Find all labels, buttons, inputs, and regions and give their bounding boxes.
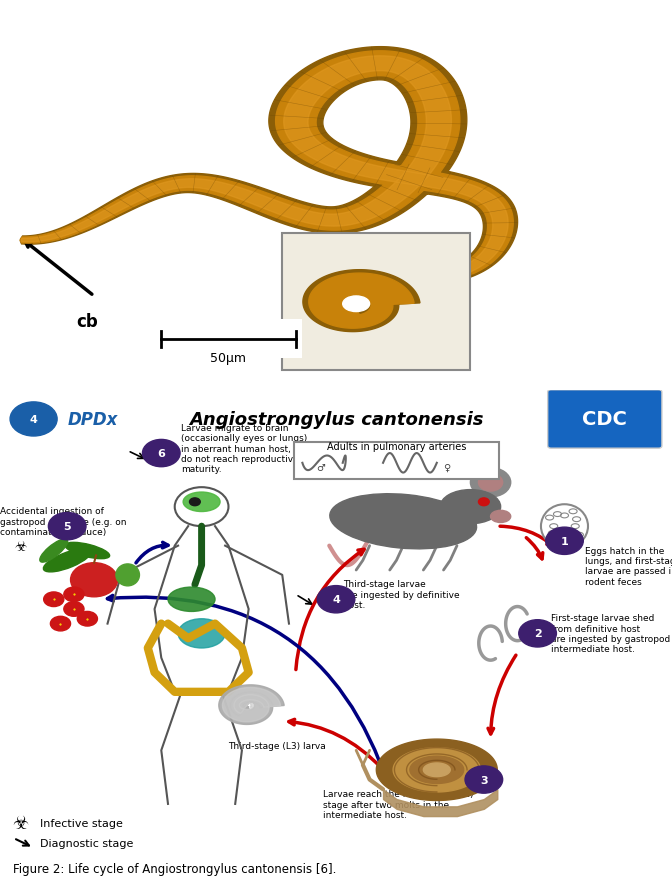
Text: ☣: ☣ — [12, 815, 28, 832]
Circle shape — [470, 468, 511, 497]
Polygon shape — [410, 756, 464, 783]
Text: Larvae migrate to brain
(occasionally eyes or lungs)
in aberrant human host, and: Larvae migrate to brain (occasionally ey… — [181, 424, 311, 474]
FancyBboxPatch shape — [548, 390, 662, 449]
Ellipse shape — [65, 543, 110, 559]
Polygon shape — [393, 748, 480, 792]
Text: ♀: ♀ — [444, 462, 451, 473]
Polygon shape — [303, 270, 420, 332]
Text: Adults in pulmonary arteries: Adults in pulmonary arteries — [327, 441, 466, 452]
Circle shape — [142, 440, 180, 467]
Circle shape — [478, 498, 489, 506]
Text: Third-stage larvae
are ingested by definitive
host.: Third-stage larvae are ingested by defin… — [343, 580, 460, 610]
Text: Larvae reach the infective (third)
stage after two molts in the
intermediate hos: Larvae reach the infective (third) stage… — [323, 789, 473, 819]
Circle shape — [10, 403, 57, 437]
Circle shape — [44, 592, 64, 607]
Ellipse shape — [178, 619, 225, 648]
Bar — [282, 234, 470, 371]
Text: 4: 4 — [332, 595, 340, 604]
Text: 5: 5 — [63, 522, 71, 531]
Circle shape — [71, 563, 118, 597]
Polygon shape — [20, 47, 517, 283]
Polygon shape — [376, 739, 497, 801]
Circle shape — [465, 766, 503, 794]
Polygon shape — [222, 688, 281, 722]
Text: Figure 2: Life cycle of Angiostrongylus cantonensis [6].: Figure 2: Life cycle of Angiostrongylus … — [13, 862, 337, 875]
FancyBboxPatch shape — [294, 442, 499, 480]
Text: DPDx: DPDx — [67, 410, 118, 429]
Text: Infective stage: Infective stage — [40, 818, 123, 829]
Text: 4: 4 — [30, 415, 38, 424]
Ellipse shape — [183, 493, 220, 512]
Text: ☣: ☣ — [14, 539, 26, 553]
Text: CDC: CDC — [583, 410, 627, 429]
Text: 6: 6 — [157, 448, 165, 459]
Ellipse shape — [440, 490, 501, 524]
Circle shape — [190, 498, 200, 506]
Text: cb: cb — [77, 312, 98, 331]
Ellipse shape — [168, 588, 215, 612]
Text: 2: 2 — [534, 629, 542, 638]
Text: Eggs hatch in the
lungs, and first-stage
larvae are passed in
rodent feces: Eggs hatch in the lungs, and first-stage… — [585, 546, 672, 586]
Text: 1: 1 — [560, 536, 569, 546]
Text: Third-stage (L3) larva: Third-stage (L3) larva — [228, 741, 326, 750]
Circle shape — [519, 620, 556, 647]
Bar — [0, 390, 672, 449]
Polygon shape — [423, 763, 450, 777]
Polygon shape — [20, 57, 508, 280]
Ellipse shape — [40, 539, 68, 562]
Text: Accidental ingestion of
gastropod or larvae (e.g. on
contaminated produce): Accidental ingestion of gastropod or lar… — [0, 507, 126, 537]
Text: 50μm: 50μm — [210, 351, 247, 364]
Text: ♂: ♂ — [316, 462, 325, 473]
Ellipse shape — [330, 494, 476, 549]
Circle shape — [317, 586, 355, 613]
Ellipse shape — [116, 564, 140, 586]
Ellipse shape — [44, 549, 91, 572]
Circle shape — [343, 296, 370, 312]
Bar — [155, 320, 302, 359]
Circle shape — [48, 513, 86, 540]
Ellipse shape — [491, 510, 511, 523]
Circle shape — [50, 617, 71, 631]
Polygon shape — [309, 274, 414, 329]
Circle shape — [64, 588, 84, 602]
Circle shape — [64, 602, 84, 617]
Polygon shape — [20, 52, 513, 282]
Polygon shape — [219, 685, 284, 724]
Text: Angiostrongylus cantonensis: Angiostrongylus cantonensis — [189, 410, 483, 429]
Circle shape — [546, 528, 583, 555]
Text: First-stage larvae shed
from definitive host
are ingested by gastropod
intermedi: First-stage larvae shed from definitive … — [551, 614, 670, 653]
Text: 3: 3 — [480, 774, 488, 785]
Text: Diagnostic stage: Diagnostic stage — [40, 838, 134, 848]
Circle shape — [77, 612, 97, 626]
Circle shape — [478, 474, 503, 491]
